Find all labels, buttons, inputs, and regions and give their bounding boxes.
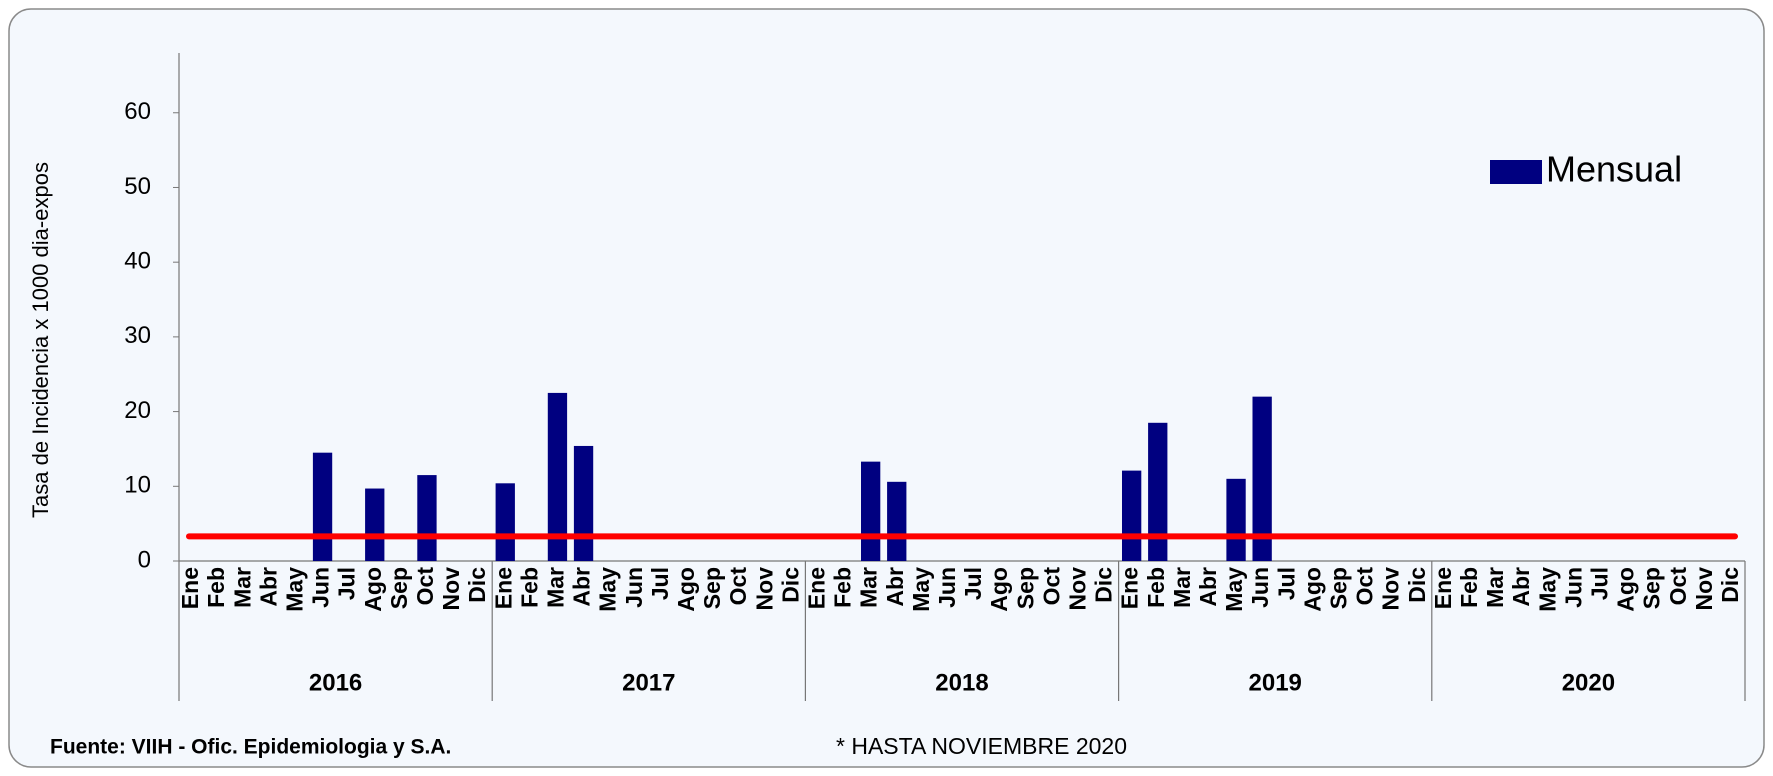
year-label: 2016	[309, 669, 362, 696]
bar	[1226, 479, 1245, 561]
chart-frame	[9, 9, 1764, 767]
x-tick-label: Mar	[1482, 567, 1508, 608]
bar	[417, 475, 436, 561]
x-tick-label: Ene	[1117, 567, 1143, 609]
x-tick-label: Abr	[569, 567, 595, 607]
x-tick-label: Sep	[1012, 567, 1038, 609]
x-tick-label: Ago	[673, 567, 699, 612]
x-tick-label: May	[282, 567, 308, 612]
year-label: 2018	[935, 669, 988, 696]
x-tick-label: Sep	[1639, 567, 1665, 609]
x-tick-label: Jun	[1560, 567, 1586, 608]
x-tick-label: May	[908, 567, 934, 612]
x-tick-label: Ene	[804, 567, 830, 609]
bar	[365, 489, 384, 561]
bar	[1148, 423, 1167, 561]
y-tick-label: 60	[124, 98, 151, 125]
y-tick-label: 40	[124, 248, 151, 275]
footnote: * HASTA NOVIEMBRE 2020	[836, 733, 1127, 759]
x-tick-label: Dic	[1091, 567, 1117, 603]
x-tick-label: Ago	[360, 567, 386, 612]
x-tick-label: May	[1534, 567, 1560, 612]
x-tick-label: Feb	[830, 567, 856, 608]
bar	[496, 483, 515, 561]
x-tick-label: Jun	[1247, 567, 1273, 608]
bar	[574, 446, 593, 561]
y-tick-label: 30	[124, 322, 151, 349]
x-tick-label: Feb	[1143, 567, 1169, 608]
x-tick-label: Jul	[334, 567, 360, 600]
x-tick-label: Feb	[203, 567, 229, 608]
x-tick-label: Ago	[1299, 567, 1325, 612]
x-tick-label: Ene	[177, 567, 203, 609]
year-label: 2019	[1249, 669, 1302, 696]
legend-label: Mensual	[1546, 149, 1682, 190]
x-tick-label: Jun	[308, 567, 334, 608]
x-tick-label: May	[1221, 567, 1247, 612]
x-tick-label: Sep	[699, 567, 725, 609]
x-tick-label: Oct	[1352, 567, 1378, 606]
x-tick-label: Ago	[986, 567, 1012, 612]
x-tick-label: Ene	[490, 567, 516, 609]
page: Tasa de Incidencia x 1000 dia-expos Fuen…	[0, 0, 1773, 776]
x-tick-label: Feb	[1456, 567, 1482, 608]
x-tick-label: Jul	[647, 567, 673, 600]
x-tick-label: Nov	[751, 567, 777, 611]
x-tick-label: Sep	[386, 567, 412, 609]
x-tick-label: Feb	[516, 567, 542, 608]
x-tick-label: Mar	[229, 567, 255, 608]
x-tick-label: Oct	[725, 567, 751, 606]
y-axis-label: Tasa de Incidencia x 1000 dia-expos	[28, 162, 53, 518]
x-tick-label: Oct	[412, 567, 438, 606]
x-tick-label: Abr	[1195, 567, 1221, 607]
x-tick-label: Jul	[960, 567, 986, 600]
year-label: 2017	[622, 669, 675, 696]
x-tick-label: Mar	[856, 567, 882, 608]
y-tick-label: 50	[124, 173, 151, 200]
x-tick-label: Abr	[882, 567, 908, 607]
x-tick-label: Dic	[1404, 567, 1430, 603]
bar	[861, 462, 880, 561]
x-tick-label: Jun	[934, 567, 960, 608]
x-tick-label: Nov	[1065, 567, 1091, 611]
legend-swatch	[1490, 160, 1542, 184]
x-tick-label: Jul	[1273, 567, 1299, 600]
y-tick-label: 10	[124, 472, 151, 499]
bar	[1122, 471, 1141, 561]
x-tick-label: Mar	[543, 567, 569, 608]
x-tick-label: Nov	[438, 567, 464, 611]
x-tick-label: Ene	[1430, 567, 1456, 609]
x-tick-label: May	[595, 567, 621, 612]
x-tick-label: Dic	[464, 567, 490, 603]
x-tick-label: Abr	[255, 567, 281, 607]
chart: Tasa de Incidencia x 1000 dia-expos Fuen…	[0, 0, 1773, 776]
x-tick-label: Sep	[1326, 567, 1352, 609]
x-tick-label: Jul	[1587, 567, 1613, 600]
x-tick-label: Oct	[1038, 567, 1064, 606]
x-tick-label: Abr	[1508, 567, 1534, 607]
year-label: 2020	[1562, 669, 1615, 696]
x-tick-label: Nov	[1691, 567, 1717, 611]
x-tick-label: Mar	[1169, 567, 1195, 608]
bar	[887, 482, 906, 561]
y-tick-label: 20	[124, 397, 151, 424]
source-note: Fuente: VIIH - Ofic. Epidemiologia y S.A…	[50, 736, 451, 759]
x-tick-label: Oct	[1665, 567, 1691, 606]
x-tick-label: Dic	[1717, 567, 1743, 603]
x-tick-label: Ago	[1613, 567, 1639, 612]
x-tick-label: Jun	[621, 567, 647, 608]
bar	[313, 453, 332, 561]
x-tick-label: Nov	[1378, 567, 1404, 611]
x-tick-label: Dic	[777, 567, 803, 603]
y-tick-label: 0	[138, 546, 151, 573]
